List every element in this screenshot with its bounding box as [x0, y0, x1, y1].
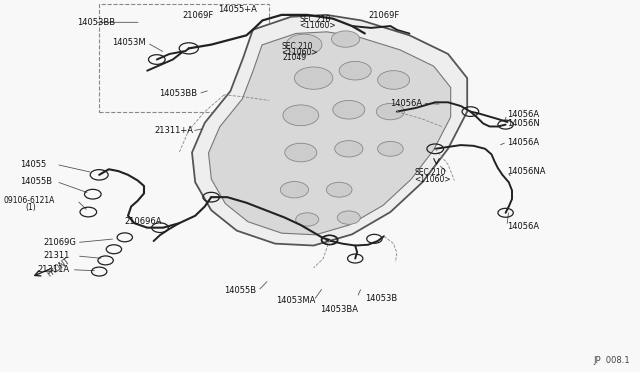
- Text: <11060>: <11060>: [415, 175, 451, 184]
- Circle shape: [333, 100, 365, 119]
- Circle shape: [283, 105, 319, 126]
- Text: FRONT: FRONT: [45, 257, 72, 279]
- Text: JP  008.1: JP 008.1: [594, 356, 630, 365]
- Text: 14055: 14055: [20, 160, 47, 169]
- Text: (1): (1): [26, 203, 36, 212]
- Text: 210696A: 210696A: [125, 217, 163, 226]
- Text: 09106-6121A: 09106-6121A: [3, 196, 54, 205]
- Text: 14055B: 14055B: [224, 286, 256, 295]
- Text: 14053BB: 14053BB: [159, 89, 197, 98]
- Text: <11060>: <11060>: [282, 48, 318, 57]
- Circle shape: [296, 213, 319, 226]
- Polygon shape: [209, 32, 451, 235]
- Text: 21311A: 21311A: [37, 265, 69, 274]
- Circle shape: [337, 211, 360, 224]
- Text: SEC.210: SEC.210: [282, 42, 313, 51]
- Text: 14056A: 14056A: [507, 222, 539, 231]
- Text: 14056N: 14056N: [507, 119, 540, 128]
- Text: 14053MA: 14053MA: [276, 296, 316, 305]
- Circle shape: [285, 143, 317, 162]
- Circle shape: [326, 182, 352, 197]
- Text: 14056NA: 14056NA: [507, 167, 545, 176]
- Text: 14056A: 14056A: [507, 138, 539, 147]
- Text: 14055B: 14055B: [20, 177, 52, 186]
- Text: 14053B: 14053B: [365, 294, 397, 303]
- Text: 21311+A: 21311+A: [155, 126, 194, 135]
- Circle shape: [286, 34, 322, 55]
- Text: 14056A: 14056A: [507, 110, 539, 119]
- Polygon shape: [192, 15, 467, 246]
- Text: 21069F: 21069F: [182, 11, 214, 20]
- Circle shape: [378, 141, 403, 156]
- Text: 14053BA: 14053BA: [320, 305, 358, 314]
- Text: 14055+A: 14055+A: [218, 5, 257, 14]
- Text: 21311: 21311: [44, 251, 70, 260]
- Text: 14053BB: 14053BB: [77, 18, 115, 27]
- Circle shape: [335, 141, 363, 157]
- Text: 21069G: 21069G: [44, 238, 76, 247]
- Circle shape: [294, 67, 333, 89]
- Text: SEC.210: SEC.210: [415, 169, 446, 177]
- Text: 21049: 21049: [283, 53, 307, 62]
- Text: 21069F: 21069F: [368, 11, 399, 20]
- Circle shape: [376, 103, 404, 120]
- Text: 14053M: 14053M: [112, 38, 146, 47]
- Text: 14056A: 14056A: [390, 99, 422, 108]
- Circle shape: [332, 31, 360, 47]
- Circle shape: [280, 182, 308, 198]
- Text: SEC.210: SEC.210: [300, 15, 331, 24]
- Circle shape: [339, 61, 371, 80]
- Text: <11060>: <11060>: [300, 21, 336, 30]
- Circle shape: [378, 71, 410, 89]
